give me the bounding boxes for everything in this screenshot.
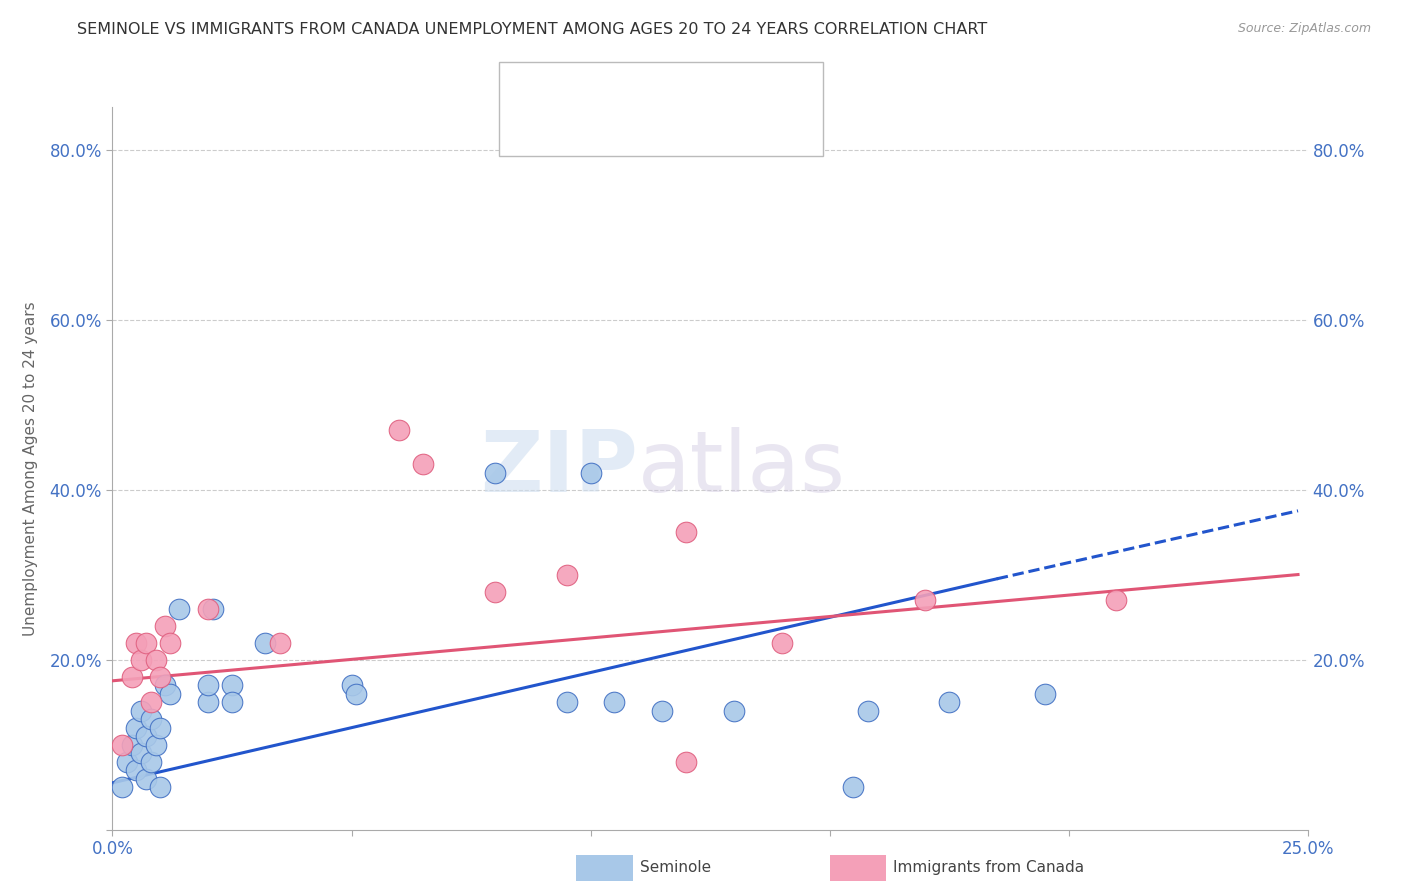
Point xyxy=(121,669,143,683)
Point xyxy=(149,780,172,794)
Y-axis label: Unemployment Among Ages 20 to 24 years: Unemployment Among Ages 20 to 24 years xyxy=(24,301,38,636)
Point xyxy=(412,457,434,471)
Point xyxy=(125,721,148,735)
Point xyxy=(125,763,148,777)
Text: ZIP: ZIP xyxy=(481,426,638,510)
Point xyxy=(135,772,157,786)
Text: Immigrants from Canada: Immigrants from Canada xyxy=(893,861,1084,875)
Point xyxy=(555,567,578,582)
Point xyxy=(129,652,152,666)
Point xyxy=(856,704,879,718)
Point xyxy=(169,601,191,615)
Text: N = 35: N = 35 xyxy=(704,84,758,99)
Point xyxy=(145,652,167,666)
Text: SEMINOLE VS IMMIGRANTS FROM CANADA UNEMPLOYMENT AMONG AGES 20 TO 24 YEARS CORREL: SEMINOLE VS IMMIGRANTS FROM CANADA UNEMP… xyxy=(77,22,987,37)
Point xyxy=(221,695,243,709)
Point xyxy=(135,635,157,649)
Point xyxy=(197,678,219,692)
Point xyxy=(938,695,960,709)
Point xyxy=(129,746,152,760)
Point xyxy=(675,524,697,539)
Point xyxy=(115,755,138,769)
Point xyxy=(555,695,578,709)
Point xyxy=(254,635,277,649)
Point xyxy=(197,601,219,615)
FancyBboxPatch shape xyxy=(574,853,636,883)
Point xyxy=(723,704,745,718)
Text: R = 0.289: R = 0.289 xyxy=(567,84,643,99)
FancyBboxPatch shape xyxy=(827,853,889,883)
Point xyxy=(159,635,181,649)
Point xyxy=(201,601,224,615)
Point xyxy=(344,687,367,701)
Text: Seminole: Seminole xyxy=(640,861,711,875)
Point xyxy=(111,780,134,794)
Text: N = 21: N = 21 xyxy=(704,120,758,134)
Point xyxy=(125,635,148,649)
Point xyxy=(139,712,162,726)
Point xyxy=(388,423,411,437)
FancyBboxPatch shape xyxy=(510,77,561,105)
Text: Source: ZipAtlas.com: Source: ZipAtlas.com xyxy=(1237,22,1371,36)
Point xyxy=(197,695,219,709)
Point xyxy=(484,466,506,480)
Text: atlas: atlas xyxy=(638,426,846,510)
FancyBboxPatch shape xyxy=(510,112,561,141)
Point xyxy=(1033,687,1056,701)
Point xyxy=(139,755,162,769)
Point xyxy=(153,618,176,632)
Text: R =  0.171: R = 0.171 xyxy=(567,120,648,134)
Point xyxy=(914,593,936,607)
Point xyxy=(603,695,626,709)
Point xyxy=(770,635,793,649)
Point xyxy=(145,738,167,752)
Point xyxy=(675,755,697,769)
Point xyxy=(221,678,243,692)
Point xyxy=(1105,593,1128,607)
Point xyxy=(842,780,865,794)
Point xyxy=(159,687,181,701)
Point xyxy=(153,678,176,692)
Point xyxy=(111,738,134,752)
Point xyxy=(484,584,506,599)
Point xyxy=(139,695,162,709)
Point xyxy=(129,704,152,718)
Point xyxy=(579,466,602,480)
Point xyxy=(269,635,291,649)
Point xyxy=(135,729,157,743)
Point xyxy=(149,669,172,683)
Point xyxy=(121,738,143,752)
Point xyxy=(651,704,673,718)
Point xyxy=(340,678,363,692)
Point xyxy=(149,721,172,735)
